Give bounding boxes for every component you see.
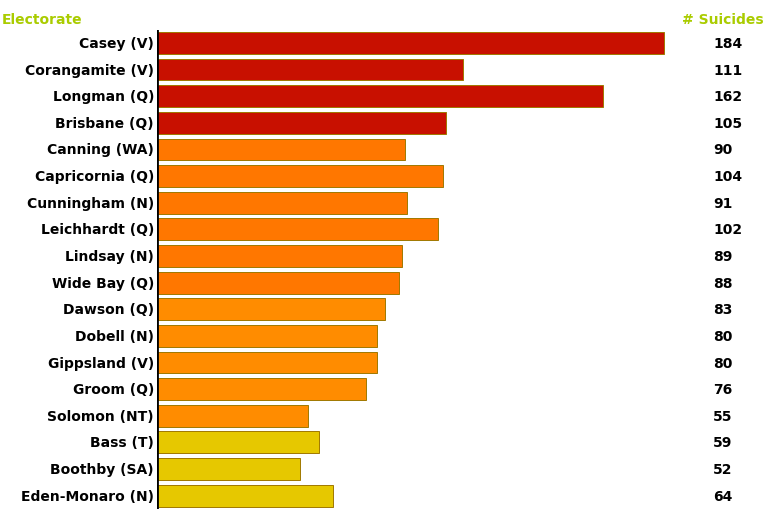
Bar xyxy=(157,60,463,81)
Bar xyxy=(157,272,399,294)
Bar xyxy=(157,352,377,374)
Bar xyxy=(157,432,319,454)
Text: 55: 55 xyxy=(713,409,733,423)
Text: Boothby (SA): Boothby (SA) xyxy=(50,462,154,476)
Text: 105: 105 xyxy=(713,117,742,131)
Text: Eden-Monaro (N): Eden-Monaro (N) xyxy=(21,489,154,503)
Text: 59: 59 xyxy=(713,436,733,449)
Text: 88: 88 xyxy=(713,276,733,290)
Text: Casey (V): Casey (V) xyxy=(80,37,154,51)
Text: 64: 64 xyxy=(713,489,733,503)
Bar xyxy=(157,485,333,506)
Bar xyxy=(157,379,366,400)
Text: Dobell (N): Dobell (N) xyxy=(75,329,154,343)
Text: Solomon (NT): Solomon (NT) xyxy=(47,409,154,423)
Bar xyxy=(157,166,443,188)
Text: 90: 90 xyxy=(713,143,732,157)
Text: 89: 89 xyxy=(713,249,733,264)
Text: Gippsland (V): Gippsland (V) xyxy=(48,356,154,370)
Text: Bass (T): Bass (T) xyxy=(90,436,154,449)
Bar xyxy=(157,86,603,108)
Bar xyxy=(157,325,377,347)
Text: Cunningham (N): Cunningham (N) xyxy=(27,196,154,210)
Bar xyxy=(157,245,402,267)
Text: # Suicides: # Suicides xyxy=(682,13,763,26)
Text: Canning (WA): Canning (WA) xyxy=(47,143,154,157)
Text: Capricornia (Q): Capricornia (Q) xyxy=(34,169,154,184)
Bar xyxy=(157,112,446,134)
Text: 102: 102 xyxy=(713,223,742,237)
Text: 184: 184 xyxy=(713,37,742,51)
Text: Electorate: Electorate xyxy=(2,13,82,26)
Text: Lindsay (N): Lindsay (N) xyxy=(65,249,154,264)
Text: Brisbane (Q): Brisbane (Q) xyxy=(55,117,154,131)
Bar xyxy=(157,139,405,161)
Text: 80: 80 xyxy=(713,329,733,343)
Bar xyxy=(157,299,386,321)
Bar xyxy=(157,33,663,55)
Text: 162: 162 xyxy=(713,90,742,104)
Text: 80: 80 xyxy=(713,356,733,370)
Text: 83: 83 xyxy=(713,303,733,317)
Text: 91: 91 xyxy=(713,196,733,210)
Text: 111: 111 xyxy=(713,64,742,77)
Text: 76: 76 xyxy=(713,382,732,397)
Text: Wide Bay (Q): Wide Bay (Q) xyxy=(52,276,154,290)
Bar xyxy=(157,192,408,214)
Text: Leichhardt (Q): Leichhardt (Q) xyxy=(41,223,154,237)
Bar xyxy=(157,219,438,241)
Text: Groom (Q): Groom (Q) xyxy=(73,382,154,397)
Text: Dawson (Q): Dawson (Q) xyxy=(63,303,154,317)
Text: Longman (Q): Longman (Q) xyxy=(53,90,154,104)
Bar xyxy=(157,458,300,480)
Text: 104: 104 xyxy=(713,169,742,184)
Bar xyxy=(157,405,308,427)
Text: Corangamite (V): Corangamite (V) xyxy=(25,64,154,77)
Text: 52: 52 xyxy=(713,462,733,476)
